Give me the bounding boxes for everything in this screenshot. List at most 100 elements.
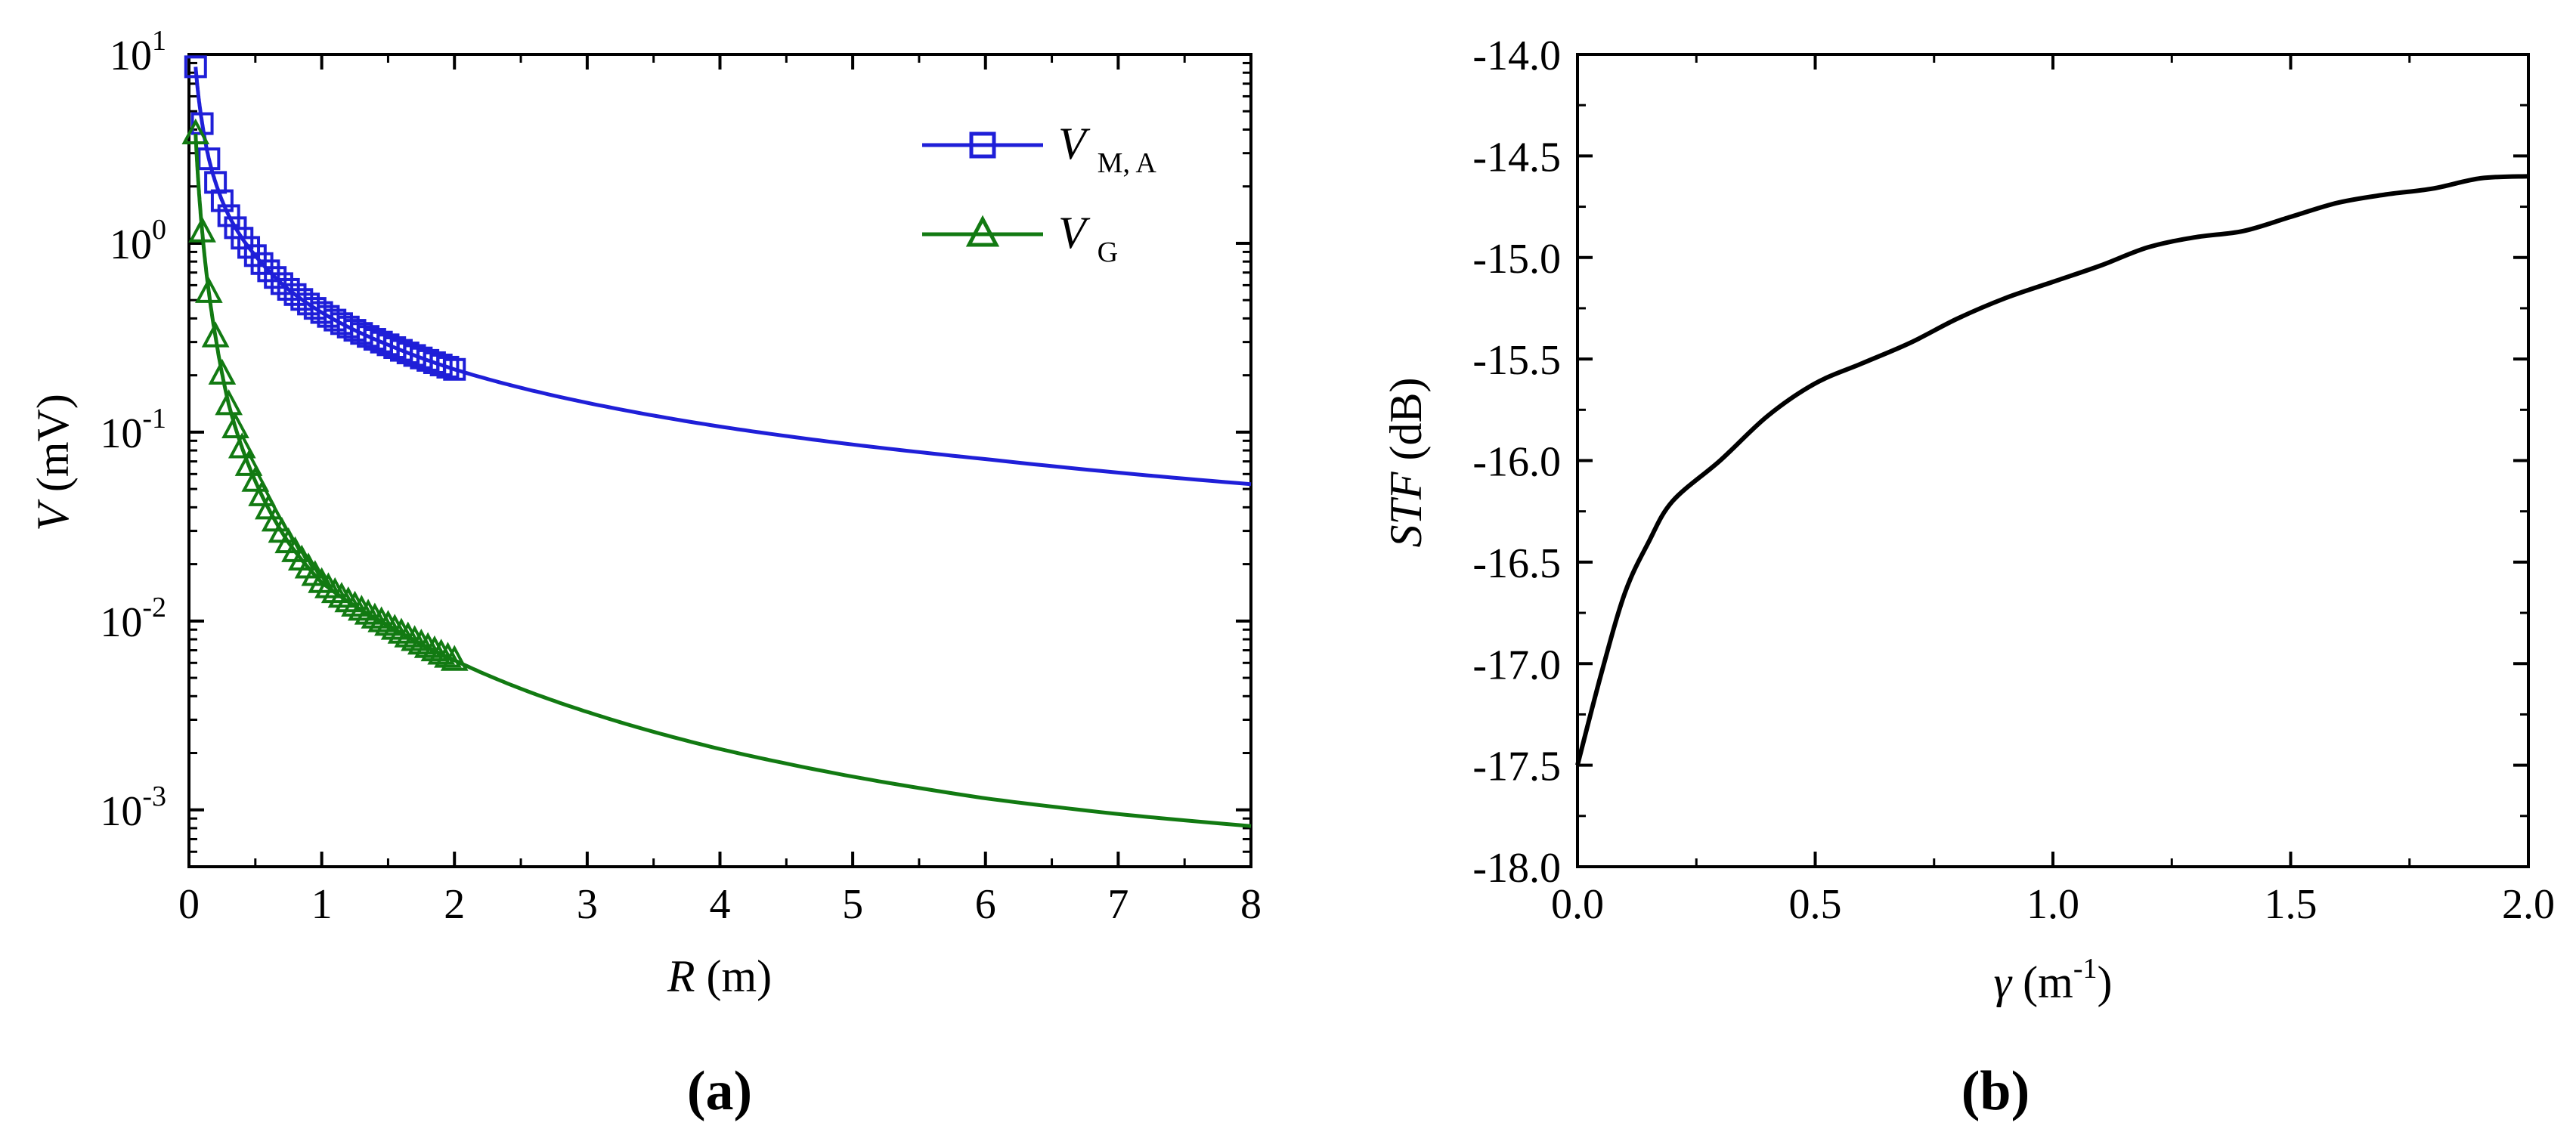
b-y-tick-label: -17.5 (1472, 744, 1561, 790)
data-point-triangle (181, 118, 210, 145)
panel-a-x-axis-title: R (m) (667, 951, 772, 1001)
legend-label-v-ma-sub: M, A (1098, 147, 1157, 179)
b-x-tick-label: 1.0 (2026, 881, 2079, 928)
panel-b-x-axis-unit-prefix: (m (2023, 957, 2073, 1007)
panel-b-y-axis-unit: (dB) (1381, 377, 1431, 460)
panel-b-x-axis-unit-suffix: ) (2097, 957, 2112, 1007)
data-point-triangle (427, 639, 456, 665)
panel-b-x-ticks: 0.0 0.5 1.0 1.5 2.0 (1551, 54, 2555, 928)
panel-b-x-axis-var: γ (1994, 957, 2013, 1007)
panel-a-y-axis-var: V (28, 499, 78, 531)
a-y-tick-base: 10 (100, 410, 142, 457)
data-point-triangle (320, 577, 349, 604)
series-stf-line (1575, 174, 2529, 766)
a-x-tick-label: 2 (444, 881, 465, 928)
panel-a-x-ticks: 0 1 2 3 4 5 6 7 8 (178, 54, 1262, 928)
panel-a-x-axis-unit: (m) (707, 951, 772, 1001)
data-point-triangle (234, 450, 263, 476)
data-point-triangle (188, 216, 216, 243)
legend-item-v-ma: V M, A (922, 119, 1156, 179)
data-point-triangle (314, 572, 342, 598)
a-y-tick-exp: -1 (142, 403, 166, 434)
b-x-tick-label: 0.0 (1551, 881, 1604, 928)
legend-label-v-ma: V M, A (1058, 119, 1156, 179)
b-x-tick-label: 0.5 (1789, 881, 1842, 928)
a-y-tick-base: 10 (100, 788, 142, 835)
data-point-triangle (367, 606, 395, 632)
data-point-triangle (440, 645, 469, 671)
a-x-tick-label: 3 (577, 881, 598, 928)
legend-label-v-ma-main: V (1058, 119, 1091, 169)
data-point-triangle (407, 628, 435, 655)
data-point-triangle (334, 586, 363, 613)
data-point-square (303, 297, 327, 320)
legend-label-v-g-main: V (1058, 208, 1091, 258)
b-x-tick-label: 1.5 (2265, 881, 2317, 928)
data-point-triangle (401, 625, 429, 651)
data-point-square (443, 357, 466, 381)
data-point-triangle (241, 465, 270, 492)
panel-a-legend: V M, A V G (922, 119, 1156, 268)
legend-marker-triangle (965, 215, 1000, 247)
data-point-triangle (434, 642, 462, 668)
a-x-tick-label: 8 (1240, 881, 1262, 928)
data-point-triangle (420, 635, 449, 662)
data-point-square (436, 355, 460, 379)
b-y-tick-label: -15.5 (1472, 337, 1561, 384)
panel-a-label: (a) (687, 1060, 752, 1122)
a-y-tick-label: 10-2 (100, 592, 166, 646)
b-y-tick-label: -16.5 (1472, 540, 1561, 587)
a-x-tick-label: 6 (975, 881, 996, 928)
a-y-tick-base: 10 (110, 221, 152, 268)
data-point-triangle (347, 595, 376, 621)
data-point-triangle (327, 582, 356, 608)
series-v-g (181, 118, 1252, 828)
panel-b-label-letter: b (1980, 1060, 2011, 1122)
a-y-tick-base: 10 (110, 32, 152, 79)
b-x-tick-label: 2.0 (2502, 881, 2555, 928)
panel-b-label: (b) (1961, 1060, 2030, 1122)
a-x-tick-label: 7 (1107, 881, 1129, 928)
data-point-triangle (413, 632, 442, 658)
panel-a-x-axis-var: R (667, 951, 695, 1001)
data-point-triangle (380, 614, 409, 640)
series-v-ma (184, 55, 1252, 487)
data-point-triangle (308, 567, 336, 593)
data-point-square (264, 266, 287, 289)
panel-a-series (181, 55, 1252, 828)
data-point-square (217, 204, 240, 227)
panel-b-x-axis-title: γ (m-1) (1994, 953, 2113, 1007)
b-y-tick-label: -14.0 (1472, 32, 1561, 79)
data-point-square (243, 244, 267, 267)
a-y-tick-label: 10-1 (100, 403, 166, 457)
data-point-triangle (387, 617, 416, 644)
data-point-triangle (374, 610, 402, 636)
data-point-triangle (394, 621, 423, 648)
data-point-triangle (221, 412, 249, 438)
data-point-triangle (255, 493, 283, 520)
b-y-tick-label: -14.5 (1472, 134, 1561, 181)
data-point-triangle (208, 358, 237, 385)
panel-a-label-letter: a (706, 1060, 734, 1122)
data-point-triangle (195, 277, 223, 303)
legend-item-v-g: V G (922, 208, 1118, 268)
a-y-tick-label: 10-3 (100, 781, 166, 835)
data-point-square (210, 189, 234, 212)
panel-b-y-ticks: -14.0 -14.5 -15.0 -15.5 -16.0 -16.5 -17.0 -17.5… (1472, 32, 2528, 892)
data-point-triangle (354, 598, 382, 625)
data-point-square (237, 236, 261, 259)
a-x-tick-label: 5 (842, 881, 863, 928)
b-y-tick-label: -17.0 (1472, 642, 1561, 688)
panel-b-y-axis-title: STF (dB) (1381, 377, 1431, 547)
a-y-tick-label: 100 (110, 214, 166, 268)
data-point-triangle (215, 389, 243, 416)
a-y-tick-label: 101 (110, 25, 166, 79)
data-point-square (257, 259, 280, 283)
panel-a-y-axis-unit: (mV) (28, 394, 78, 492)
data-point-square (184, 55, 207, 79)
legend-marker-square (969, 131, 996, 159)
data-point-triangle (361, 602, 389, 629)
a-x-tick-label: 1 (311, 881, 333, 928)
a-x-tick-label: 0 (178, 881, 200, 928)
